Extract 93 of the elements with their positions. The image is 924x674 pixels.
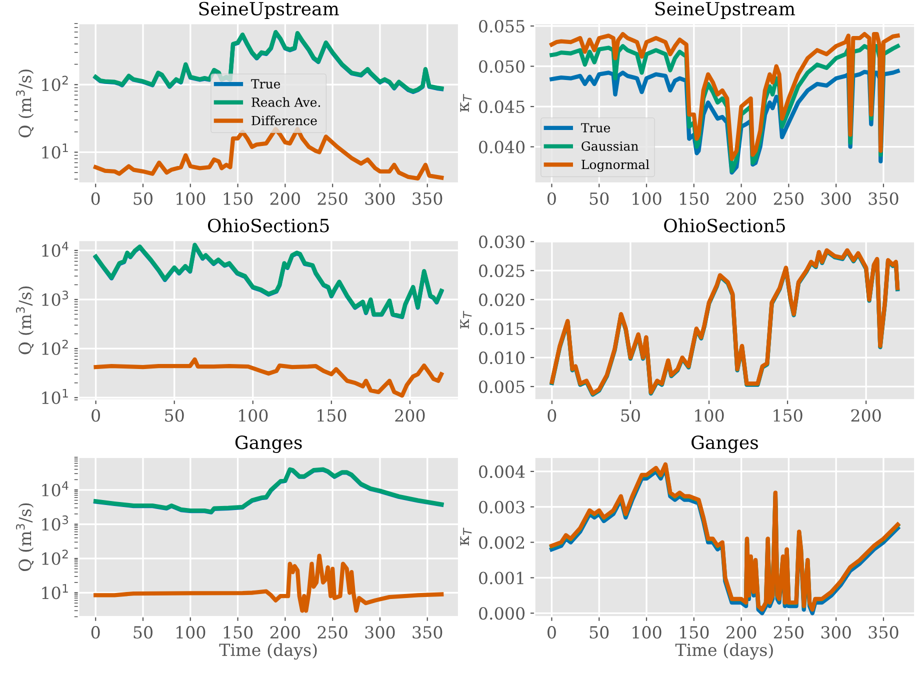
legend-label: True xyxy=(581,123,610,132)
y-axis-title: Q (m$^{3}$/s) xyxy=(16,70,34,138)
chart-title: SeineUpstream xyxy=(199,2,339,20)
y-tick-label: 0.055 xyxy=(479,20,524,33)
y-axis-title: κ$_{T}$ xyxy=(460,310,472,329)
x-tick-label: 350 xyxy=(868,626,898,639)
x-tick-label: 50 xyxy=(165,409,184,422)
x-tick-label: 200 xyxy=(270,192,300,205)
legend-label: Lognormal xyxy=(582,160,650,172)
y-tick-label: 0.015 xyxy=(479,322,524,336)
line-series xyxy=(94,357,444,398)
y-tick-label: 0.001 xyxy=(479,572,524,584)
y-tick-label: 10$^{3}$ xyxy=(42,515,68,531)
x-tick-label: 350 xyxy=(868,192,898,205)
x-tick-label: 200 xyxy=(395,409,425,422)
chart-title: OhioSection5 xyxy=(664,218,785,232)
x-tick-label: 100 xyxy=(632,626,662,639)
x-tick-label: 150 xyxy=(680,192,709,205)
y-axis-title: Q (m$^{3}$/s) xyxy=(16,286,34,354)
chart-title: SeineUpstream xyxy=(655,2,796,20)
x-tick-label: 50 xyxy=(621,409,640,422)
x-axis-title: Time (days) xyxy=(219,643,317,660)
line-series xyxy=(94,467,444,514)
x-tick-label: 250 xyxy=(774,626,804,639)
y-tick-label: 0.004 xyxy=(479,465,525,478)
x-tick-label: 300 xyxy=(821,192,851,205)
x-tick-label: 150 xyxy=(224,626,253,639)
y-axis-title: κ$_{T}$ xyxy=(460,94,472,112)
x-tick-label: 300 xyxy=(365,192,395,205)
x-tick-label: 350 xyxy=(412,192,442,205)
x-tick-label: 0 xyxy=(91,626,100,639)
y-tick-label: 10$^{1}$ xyxy=(42,144,68,159)
x-tick-label: 350 xyxy=(412,626,442,639)
x-tick-label: 0 xyxy=(91,192,100,205)
y-tick-label: 0.003 xyxy=(479,500,524,514)
x-tick-label: 250 xyxy=(318,192,348,205)
line-series xyxy=(94,554,444,613)
x-tick-label: 200 xyxy=(726,626,756,639)
y-tick-label: 10$^{2}$ xyxy=(42,340,68,356)
x-tick-label: 0 xyxy=(548,192,556,205)
y-tick-label: 0.030 xyxy=(479,236,525,248)
legend-label: Difference xyxy=(252,116,317,126)
chart-title: Ganges xyxy=(692,436,758,453)
y-tick-label: 0.000 xyxy=(479,607,525,620)
x-tick-label: 0 xyxy=(548,409,556,422)
x-tick-label: 250 xyxy=(774,192,804,205)
y-tick-label: 10$^{2}$ xyxy=(42,550,68,565)
y-tick-label: 0.010 xyxy=(479,352,525,364)
x-tick-label: 100 xyxy=(176,192,206,205)
x-axis-title: Time (days) xyxy=(675,643,773,660)
y-tick-label: 0.025 xyxy=(479,264,524,278)
legend-label: Reach Ave. xyxy=(252,97,320,107)
y-tick-label: 0.040 xyxy=(479,140,525,154)
x-tick-label: 200 xyxy=(270,626,300,639)
y-tick-label: 10$^{4}$ xyxy=(42,242,68,257)
x-tick-label: 150 xyxy=(224,192,253,205)
y-axis-title: Q (m$^{3}$/s) xyxy=(16,503,34,572)
x-tick-label: 100 xyxy=(176,626,206,639)
y-tick-label: 0.005 xyxy=(479,380,524,394)
legend-label: Gaussian xyxy=(582,141,638,151)
y-tick-label: 10$^{1}$ xyxy=(42,388,68,404)
x-tick-label: 50 xyxy=(590,192,609,205)
x-tick-label: 200 xyxy=(726,192,756,205)
y-tick-label: 0.020 xyxy=(479,294,525,306)
x-tick-label: 100 xyxy=(695,409,724,422)
x-tick-label: 150 xyxy=(680,626,709,639)
line-series xyxy=(94,30,444,94)
x-tick-label: 150 xyxy=(774,409,802,422)
y-tick-label: 10$^{1}$ xyxy=(42,584,68,600)
x-tick-label: 0 xyxy=(548,626,556,639)
chart-title: Ganges xyxy=(235,436,302,453)
x-tick-label: 200 xyxy=(851,409,881,422)
x-tick-label: 300 xyxy=(365,626,395,639)
y-tick-label: 0.050 xyxy=(479,60,525,73)
x-tick-label: 300 xyxy=(821,626,851,639)
line-series xyxy=(550,32,900,161)
y-axis-title: κ$_{T}$ xyxy=(460,528,472,546)
x-tick-label: 0 xyxy=(92,409,100,422)
x-tick-label: 150 xyxy=(318,409,346,422)
y-tick-label: 0.045 xyxy=(479,100,524,114)
y-tick-label: 10$^{3}$ xyxy=(42,290,68,306)
x-tick-label: 100 xyxy=(632,192,662,205)
x-tick-label: 50 xyxy=(134,626,152,639)
x-tick-label: 100 xyxy=(239,409,268,422)
y-tick-label: 10$^{2}$ xyxy=(42,76,68,92)
chart-title: OhioSection5 xyxy=(208,218,329,232)
x-tick-label: 50 xyxy=(590,626,609,639)
line-series xyxy=(94,242,444,319)
legend-label: True xyxy=(251,79,280,89)
x-tick-label: 250 xyxy=(318,626,348,639)
x-tick-label: 50 xyxy=(134,192,152,205)
y-tick-label: 0.002 xyxy=(479,536,524,549)
y-tick-label: 10$^{4}$ xyxy=(42,481,68,496)
